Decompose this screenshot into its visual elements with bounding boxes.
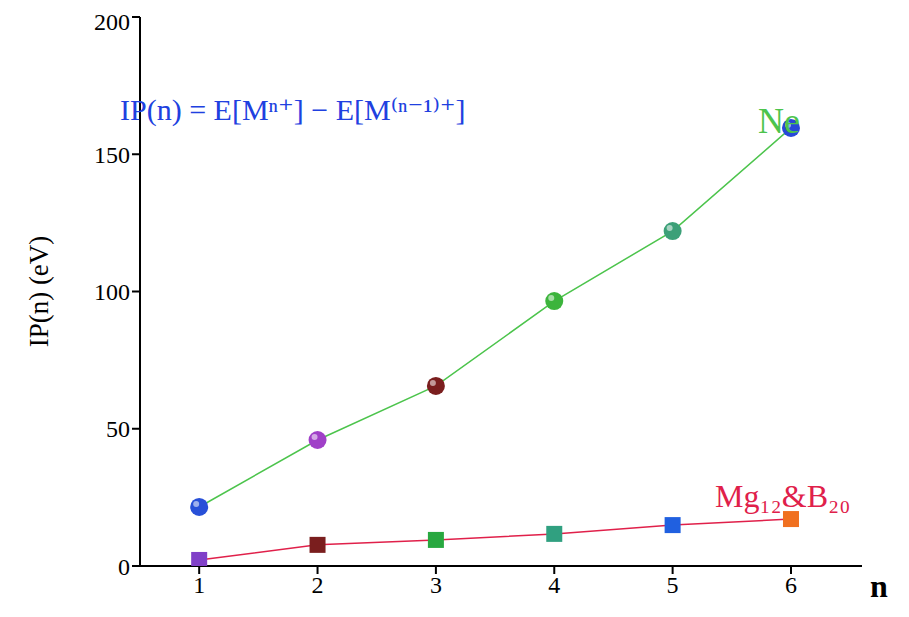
svg-text:IP(n) (eV): IP(n) (eV): [24, 236, 54, 348]
html-text:Ne: Ne: [758, 101, 800, 141]
html-text:Mg₁₂&B₂₀: Mg₁₂&B₂₀: [715, 478, 851, 514]
svg-text:5: 5: [667, 572, 679, 598]
svg-text:n: n: [870, 568, 888, 604]
svg-text:1: 1: [193, 572, 205, 598]
svg-text:100: 100: [94, 279, 130, 305]
svg-text:0: 0: [118, 554, 130, 580]
svg-text:3: 3: [430, 572, 442, 598]
html-text:IP(n) = E[Mⁿ⁺] − E[M⁽ⁿ⁻¹⁾⁺]: IP(n) = E[Mⁿ⁺] − E[M⁽ⁿ⁻¹⁾⁺]: [120, 93, 466, 126]
svg-text:200: 200: [94, 9, 130, 35]
svg-text:2: 2: [312, 572, 324, 598]
svg-text:50: 50: [106, 416, 130, 442]
svg-text:4: 4: [548, 572, 560, 598]
svg-text:6: 6: [785, 572, 797, 598]
svg-text:150: 150: [94, 142, 130, 168]
